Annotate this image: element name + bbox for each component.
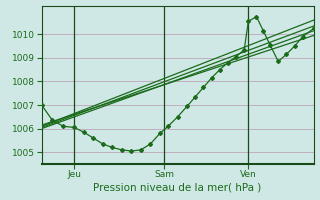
- X-axis label: Pression niveau de la mer( hPa ): Pression niveau de la mer( hPa ): [93, 182, 262, 192]
